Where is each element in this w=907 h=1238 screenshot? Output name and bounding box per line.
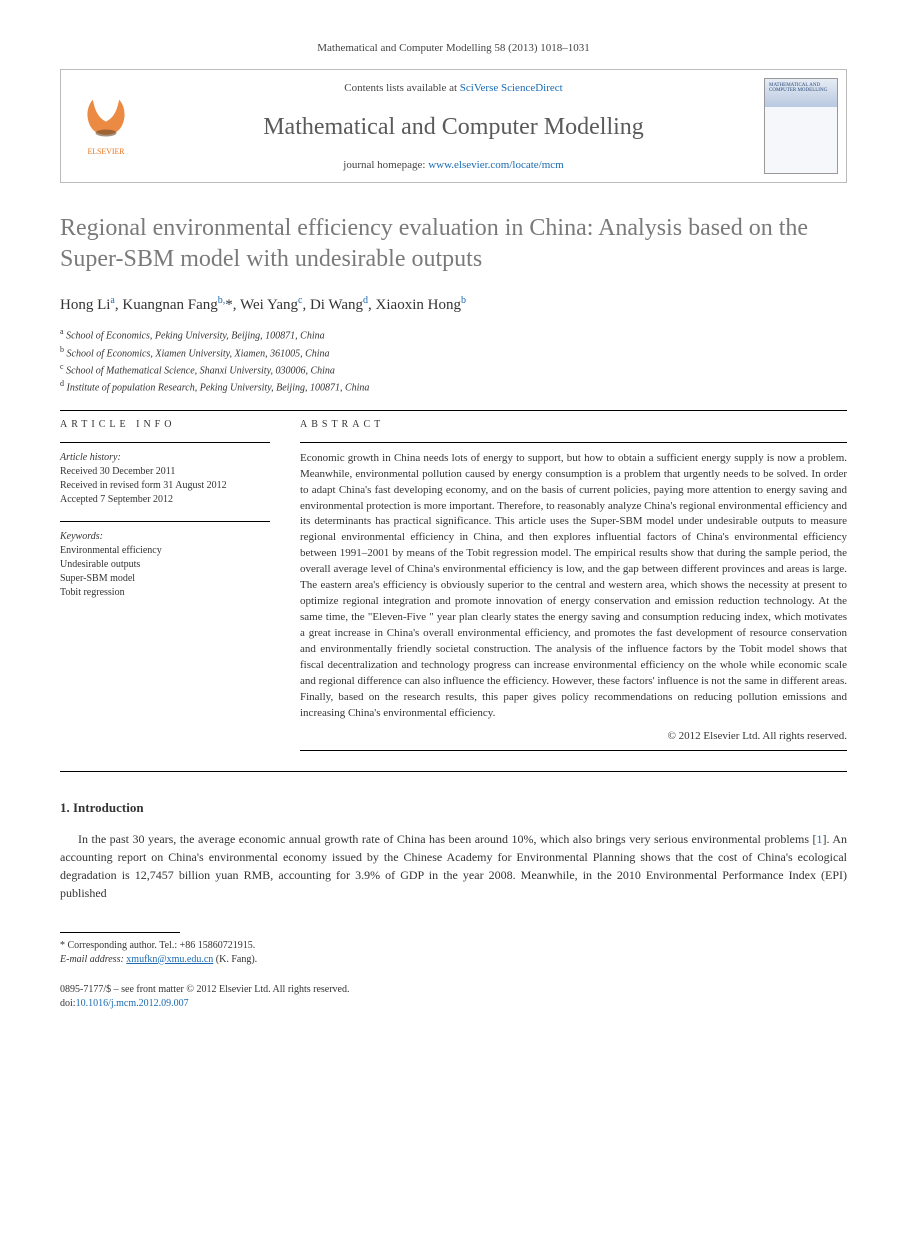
publisher-logo-container: ELSEVIER — [61, 70, 151, 182]
abstract-copyright: © 2012 Elsevier Ltd. All rights reserved… — [300, 728, 847, 745]
doi-link[interactable]: 10.1016/j.mcm.2012.09.007 — [76, 998, 189, 1009]
journal-name: Mathematical and Computer Modelling — [161, 109, 746, 145]
rule-bottom — [60, 771, 847, 772]
journal-banner: ELSEVIER Contents lists available at Sci… — [60, 69, 847, 183]
section-1-heading: 1. Introduction — [60, 798, 847, 818]
history-line: Received in revised form 31 August 2012 — [60, 479, 270, 493]
affiliation-line: d Institute of population Research, Peki… — [60, 378, 847, 395]
contents-prefix: Contents lists available at — [344, 82, 459, 94]
article-info-column: ARTICLE INFO Article history: Received 3… — [60, 417, 270, 751]
sciencedirect-link[interactable]: SciVerse ScienceDirect — [460, 82, 563, 94]
authors-line: Hong Lia, Kuangnan Fangb,*, Wei Yangc, D… — [60, 293, 847, 317]
abstract-rule-bottom — [300, 750, 847, 751]
keyword-line: Tobit regression — [60, 586, 270, 600]
cover-title-text: MATHEMATICAL AND COMPUTER MODELLING — [769, 83, 833, 94]
abstract-column: ABSTRACT Economic growth in China needs … — [300, 417, 847, 751]
affiliations-list: a School of Economics, Peking University… — [60, 326, 847, 395]
intro-paragraph-1: In the past 30 years, the average econom… — [60, 830, 847, 902]
history-line: Received 30 December 2011 — [60, 465, 270, 479]
info-rule-1 — [60, 442, 270, 443]
cover-thumb-container: MATHEMATICAL AND COMPUTER MODELLING — [756, 70, 846, 182]
abstract-heading: ABSTRACT — [300, 417, 847, 432]
article-info-heading: ARTICLE INFO — [60, 417, 270, 432]
ref-link-1[interactable]: 1 — [817, 832, 823, 846]
keywords-label: Keywords: — [60, 530, 270, 544]
email-label: E-mail address: — [60, 954, 126, 965]
footnote-separator — [60, 932, 180, 933]
doi-label: doi: — [60, 998, 76, 1009]
homepage-prefix: journal homepage: — [343, 159, 428, 171]
elsevier-logo: ELSEVIER — [71, 91, 141, 161]
keyword-line: Undesirable outputs — [60, 558, 270, 572]
history-label: Article history: — [60, 451, 270, 465]
contents-list-line: Contents lists available at SciVerse Sci… — [161, 80, 746, 97]
affiliation-line: c School of Mathematical Science, Shanxi… — [60, 361, 847, 378]
corresp-line: * Corresponding author. Tel.: +86 158607… — [60, 939, 847, 953]
affiliation-line: b School of Economics, Xiamen University… — [60, 344, 847, 361]
article-title: Regional environmental efficiency evalua… — [60, 213, 847, 275]
abstract-text: Economic growth in China needs lots of e… — [300, 451, 847, 722]
email-suffix: (K. Fang). — [213, 954, 257, 965]
keyword-line: Environmental efficiency — [60, 544, 270, 558]
journal-cover-thumbnail: MATHEMATICAL AND COMPUTER MODELLING — [764, 78, 838, 174]
corresponding-author-block: * Corresponding author. Tel.: +86 158607… — [60, 939, 847, 967]
keyword-line: Super-SBM model — [60, 572, 270, 586]
homepage-line: journal homepage: www.elsevier.com/locat… — [161, 157, 746, 174]
corresp-email-link[interactable]: xmufkn@xmu.edu.cn — [126, 954, 213, 965]
svg-text:ELSEVIER: ELSEVIER — [87, 147, 125, 156]
header-citation: Mathematical and Computer Modelling 58 (… — [60, 40, 847, 57]
publication-footer: 0895-7177/$ – see front matter © 2012 El… — [60, 983, 847, 1011]
rule-top — [60, 410, 847, 411]
abstract-rule-top — [300, 442, 847, 443]
info-rule-2 — [60, 521, 270, 522]
history-line: Accepted 7 September 2012 — [60, 493, 270, 507]
issn-line: 0895-7177/$ – see front matter © 2012 El… — [60, 983, 847, 997]
homepage-link[interactable]: www.elsevier.com/locate/mcm — [428, 159, 564, 171]
affiliation-line: a School of Economics, Peking University… — [60, 326, 847, 343]
